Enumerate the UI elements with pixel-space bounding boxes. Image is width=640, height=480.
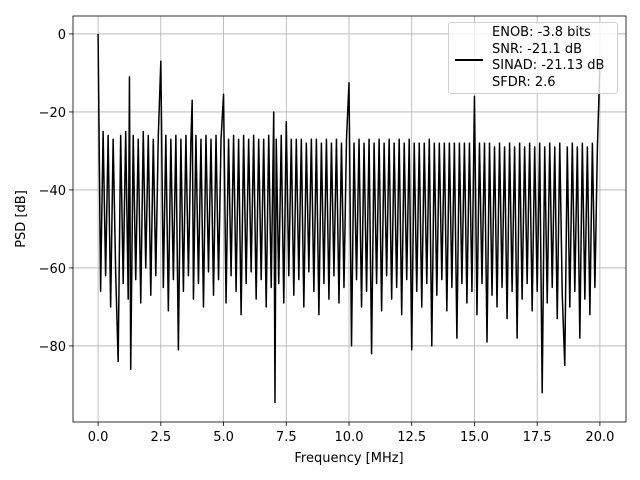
y-tick-label: 0 — [58, 28, 66, 43]
x-tick-label: 5.0 — [213, 430, 234, 445]
legend-swatch — [455, 59, 483, 61]
x-tick-label: 15.0 — [460, 430, 489, 445]
plot — [97, 33, 601, 404]
axes-frame — [72, 15, 627, 423]
x-tick-label: 20.0 — [585, 430, 614, 445]
x-tick-label: 17.5 — [523, 430, 552, 445]
series-line — [97, 33, 601, 404]
x-tick-label: 10.0 — [335, 430, 364, 445]
x-tick-label: 2.5 — [150, 430, 171, 445]
x-tick-label: 7.5 — [276, 430, 297, 445]
y-tick-label: −20 — [39, 106, 66, 121]
x-axis-label: Frequency [MHz] — [294, 451, 403, 466]
x-tick-label: 12.5 — [397, 430, 426, 445]
y-axis-label: PSD [dB] — [14, 190, 29, 248]
y-tick-label: −40 — [39, 184, 66, 199]
legend: ENOB: -3.8 bits SNR: -21.1 dB SINAD: -21… — [448, 22, 618, 94]
y-tick-label: −60 — [39, 262, 66, 277]
x-tick-label: 0.0 — [88, 430, 109, 445]
y-tick-label: −80 — [39, 340, 66, 355]
legend-label: ENOB: -3.8 bits SNR: -21.1 dB SINAD: -21… — [492, 25, 605, 90]
ticks: 0.0 2.5 5.0 7.5 10.0 12.5 15.0 17.5 20.0 −80 −60 −4… — [39, 28, 615, 445]
